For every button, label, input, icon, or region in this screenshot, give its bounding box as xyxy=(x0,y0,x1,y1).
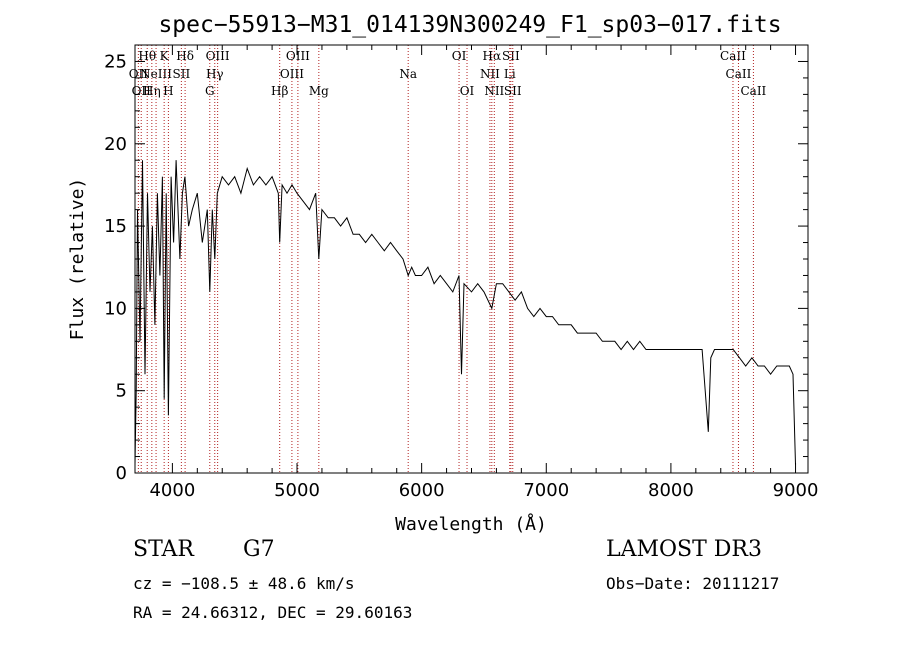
line-label-25: CaII xyxy=(720,49,746,63)
y-tick-label-20: 20 xyxy=(104,134,127,155)
line-label-11: OIII xyxy=(206,49,230,63)
object-class: STAR xyxy=(133,537,194,562)
survey-name: LAMOST DR3 xyxy=(606,537,762,562)
line-label-24: SII xyxy=(504,84,522,98)
line-label-12: Hβ xyxy=(271,84,288,98)
spectrum-line xyxy=(134,160,796,465)
line-label-23: SII xyxy=(502,49,520,63)
line-label-0: OII xyxy=(129,67,149,81)
line-label-9: G xyxy=(205,84,215,98)
line-label-15: Mg xyxy=(309,84,329,98)
y-tick-label-10: 10 xyxy=(104,298,127,319)
observation-date: Obs−Date: 20111217 xyxy=(606,574,780,593)
line-label-27: CaII xyxy=(740,84,766,98)
line-label-20: Hα xyxy=(483,49,502,63)
x-tick-label-8000: 8000 xyxy=(648,480,694,501)
line-label-16: Na xyxy=(399,67,417,81)
y-tick-label-5: 5 xyxy=(116,381,127,402)
line-label-18: OI xyxy=(460,84,475,98)
x-tick-label-4000: 4000 xyxy=(149,480,195,501)
line-label-7: SII xyxy=(173,67,191,81)
line-label-22: Li xyxy=(504,67,516,81)
x-tick-label-5000: 5000 xyxy=(274,480,320,501)
axis-ticks: 4000 5000 6000 7000 8000 9000 0 5 10 15 20 25 xyxy=(104,45,818,501)
line-label-3: Hη xyxy=(143,84,161,98)
line-label-5: K xyxy=(160,49,170,63)
emission-line-markers: OIIOIIHθHηNeIIIKHSIIHδGHγOIIIHβOIIIOIIIM… xyxy=(129,45,767,473)
line-label-19: NII xyxy=(480,67,500,81)
line-label-6: H xyxy=(163,84,173,98)
line-label-10: Hγ xyxy=(206,67,224,81)
x-tick-label-6000: 6000 xyxy=(399,480,445,501)
chart-title: spec−55913−M31_014139N300249_F1_sp03−017… xyxy=(158,12,781,38)
x-tick-label-7000: 7000 xyxy=(523,480,569,501)
object-subclass: G7 xyxy=(243,537,275,562)
line-label-17: OI xyxy=(452,49,467,63)
x-axis-label: Wavelength (Å) xyxy=(395,513,547,535)
x-tick-label-9000: 9000 xyxy=(773,480,819,501)
line-label-13: OIII xyxy=(280,67,304,81)
line-label-4: NeIII xyxy=(140,67,172,81)
spectrum-series xyxy=(134,160,796,465)
y-tick-label-15: 15 xyxy=(104,216,127,237)
y-tick-label-0: 0 xyxy=(116,463,127,484)
line-label-26: CaII xyxy=(726,67,752,81)
sky-coordinates: RA = 24.66312, DEC = 29.60163 xyxy=(133,603,413,622)
line-label-21: NII xyxy=(484,84,504,98)
line-label-2: Hθ xyxy=(138,49,156,63)
line-label-8: Hδ xyxy=(176,49,194,63)
redshift-velocity: cz = −108.5 ± 48.6 km/s xyxy=(133,574,355,593)
y-axis-label: Flux (relative) xyxy=(67,178,88,341)
y-tick-label-25: 25 xyxy=(104,51,127,72)
line-label-14: OIII xyxy=(286,49,310,63)
